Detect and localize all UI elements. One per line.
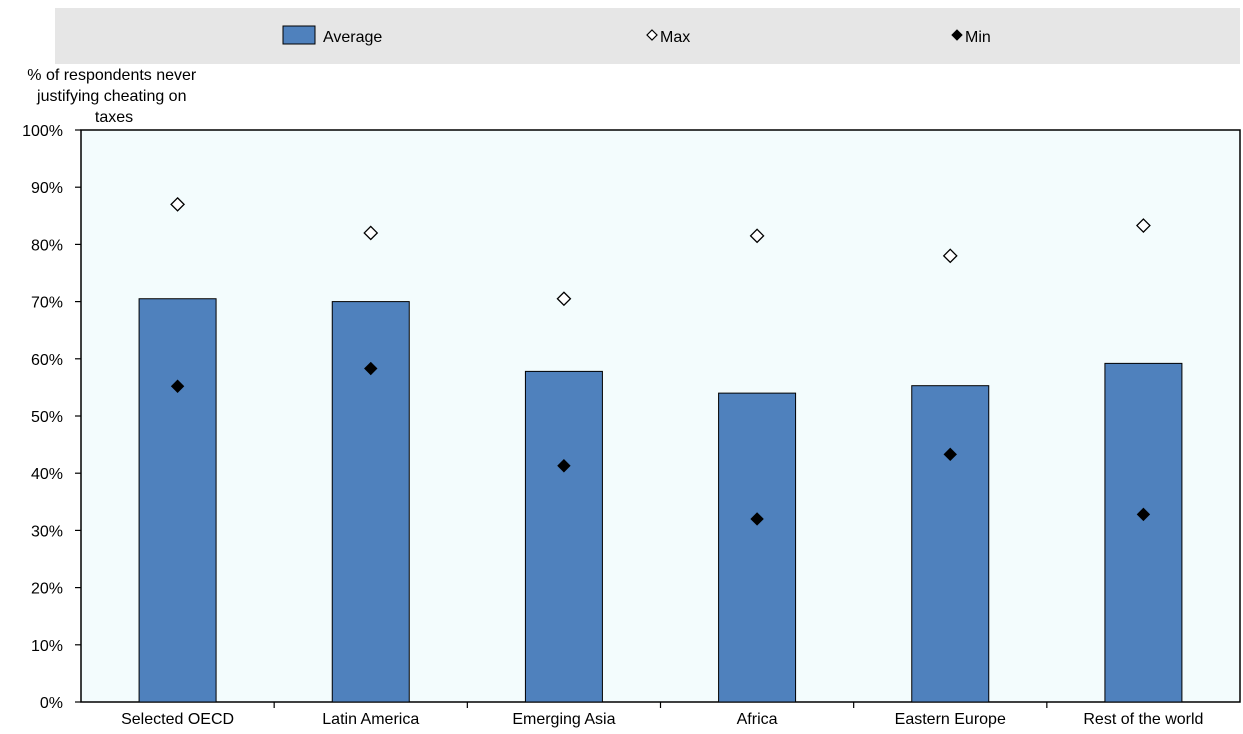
legend: Average Max Min [55,8,1240,64]
x-tick-label: Africa [737,711,778,728]
y-axis-title-line-1: % of respondents never [27,67,197,84]
y-tick-label: 10% [31,638,63,655]
marker-min-africa [750,512,764,526]
y-tick-label: 60% [31,352,63,369]
legend-item-min: Min [951,29,991,46]
bar-average-africa [718,392,797,703]
legend-label-average: Average [323,29,382,46]
bar-series-average [138,298,1183,703]
marker-min-rest-of-the-world [1136,507,1151,522]
y-tick-label: 20% [31,581,63,598]
bar-average-emerging-asia [524,370,603,703]
marker-min-eastern-europe [943,447,957,462]
x-tick-label: Rest of the world [1083,711,1203,728]
y-tick-label: 100% [22,123,63,140]
marker-max-emerging-asia [556,291,572,307]
marker-max-eastern-europe [942,248,958,264]
y-axis-title-line-3: taxes [95,109,133,126]
legend-item-average: Average [282,25,382,46]
y-tick-label: 90% [31,180,63,197]
x-tick-label: Eastern Europe [895,711,1006,728]
y-axis: 0% 10% 20% 30% 40% 50% 60% 70% 80% 90% 100% [22,123,81,712]
bar-average-latin-america [331,301,410,703]
marker-series-max [170,196,1151,307]
y-tick-label: 70% [31,295,63,312]
marker-max-rest-of-the-world [1136,218,1151,233]
marker-min-selected-oecd [170,379,185,393]
y-tick-label: 0% [40,695,63,712]
y-axis-title: % of respondents never justifying cheati… [27,67,200,126]
x-axis [273,702,1048,708]
x-tick-label: Selected OECD [121,711,234,728]
legend-label-min: Min [965,29,991,46]
marker-max-selected-oecd [170,196,186,212]
legend-swatch-average [282,25,316,45]
y-tick-label: 40% [31,466,63,483]
y-tick-label: 80% [31,237,63,254]
marker-min-emerging-asia [557,459,571,473]
x-tick-label: Latin America [322,711,419,728]
marker-series-min [170,361,1151,526]
bar-average-eastern-europe [911,385,990,703]
y-axis-title-line-2: justifying cheating on [36,88,186,105]
marker-max-africa [749,228,765,244]
bar-average-selected-oecd [138,298,217,703]
marker-min-latin-america [364,361,378,376]
x-tick-label: Emerging Asia [512,711,615,728]
marker-max-latin-america [363,225,379,241]
legend-marker-max [646,29,658,41]
plot-area [80,129,1241,703]
y-tick-label: 50% [31,409,63,426]
bar-average-rest-of-the-world [1104,362,1183,703]
legend-marker-min [951,29,963,41]
legend-item-max: Max [646,29,690,46]
legend-label-max: Max [660,29,690,46]
x-axis-labels: Selected OECD Latin America Emerging Asia A… [121,711,1203,728]
y-tick-label: 30% [31,523,63,540]
